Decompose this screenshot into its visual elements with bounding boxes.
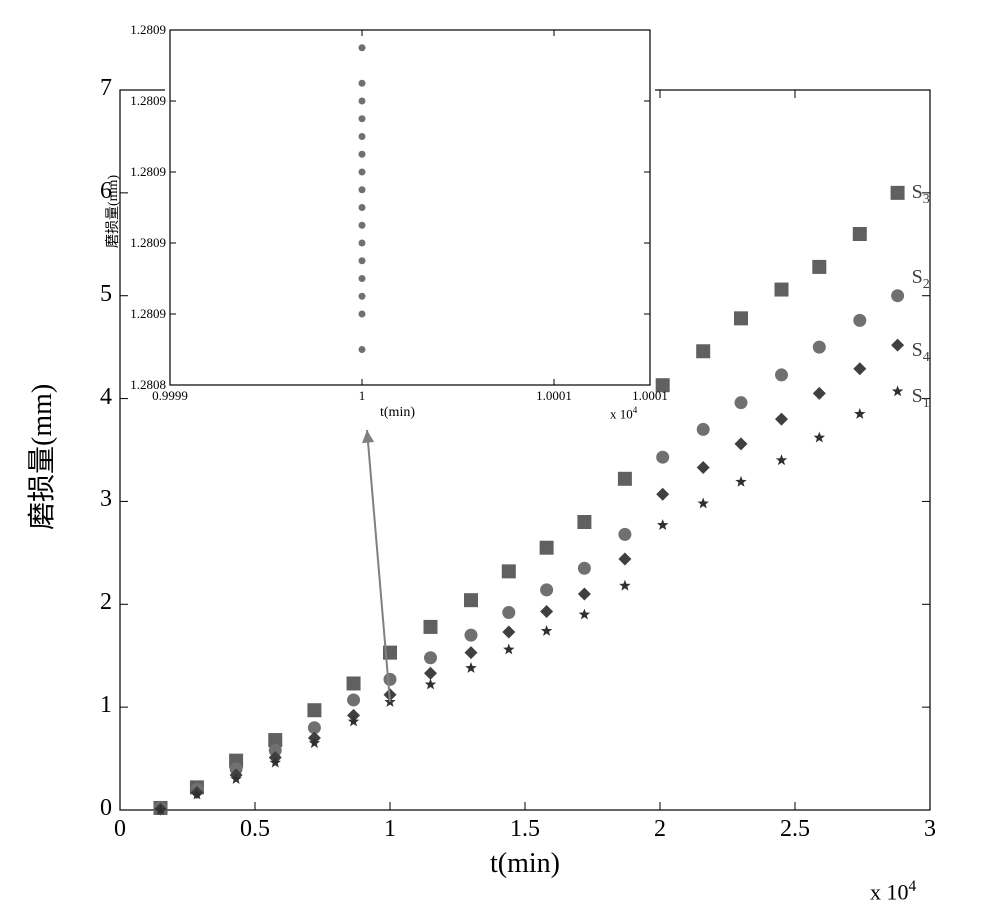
- series-label-s4: S4: [912, 339, 930, 366]
- chart-svg: [0, 0, 1000, 918]
- main-xtick-2: 2: [635, 816, 685, 843]
- main-xtick-3: 3: [905, 816, 955, 843]
- main-ytick-5: 5: [82, 281, 112, 308]
- inset-ytick-2: 1.2809: [118, 235, 166, 251]
- main-ytick-7: 7: [82, 75, 112, 102]
- inset-ytick-5: 1.2809: [118, 22, 166, 38]
- inset-ytick-1: 1.2809: [118, 306, 166, 322]
- main-ytick-1: 1: [82, 692, 112, 719]
- main-ytick-2: 2: [82, 589, 112, 616]
- series-label-s2: S2: [912, 266, 930, 293]
- main-ylabel: 磨损量(mm): [20, 384, 60, 530]
- main-ytick-4: 4: [82, 384, 112, 411]
- main-xtick-1.5: 1.5: [500, 816, 550, 843]
- series-label-s1: S1: [912, 385, 930, 412]
- series-label-s3: S3: [912, 181, 930, 208]
- main-xtick-2.5: 2.5: [770, 816, 820, 843]
- inset-xtick-2: 1.0001: [526, 388, 582, 404]
- inset-xtick-3: 1.0001: [622, 388, 678, 404]
- main-ytick-3: 3: [82, 486, 112, 513]
- chart-stage: 00.511.522.5301234567t(min)磨损量(mm)x 104S…: [0, 0, 1000, 918]
- main-xtick-0.5: 0.5: [230, 816, 280, 843]
- inset-xlabel: t(min): [380, 405, 415, 421]
- inset-ytick-0: 1.2808: [118, 377, 166, 393]
- inset-ytick-4: 1.2809: [118, 93, 166, 109]
- main-xlabel: t(min): [475, 848, 575, 880]
- main-ytick-0: 0: [82, 795, 112, 822]
- inset-xtick-1: 1: [334, 388, 390, 404]
- inset-ylabel: 磨损量(mm): [102, 174, 122, 247]
- main-xmult: x 104: [870, 878, 916, 905]
- inset-xmult: x 104: [610, 405, 637, 422]
- main-xtick-1: 1: [365, 816, 415, 843]
- inset-ytick-3: 1.2809: [118, 164, 166, 180]
